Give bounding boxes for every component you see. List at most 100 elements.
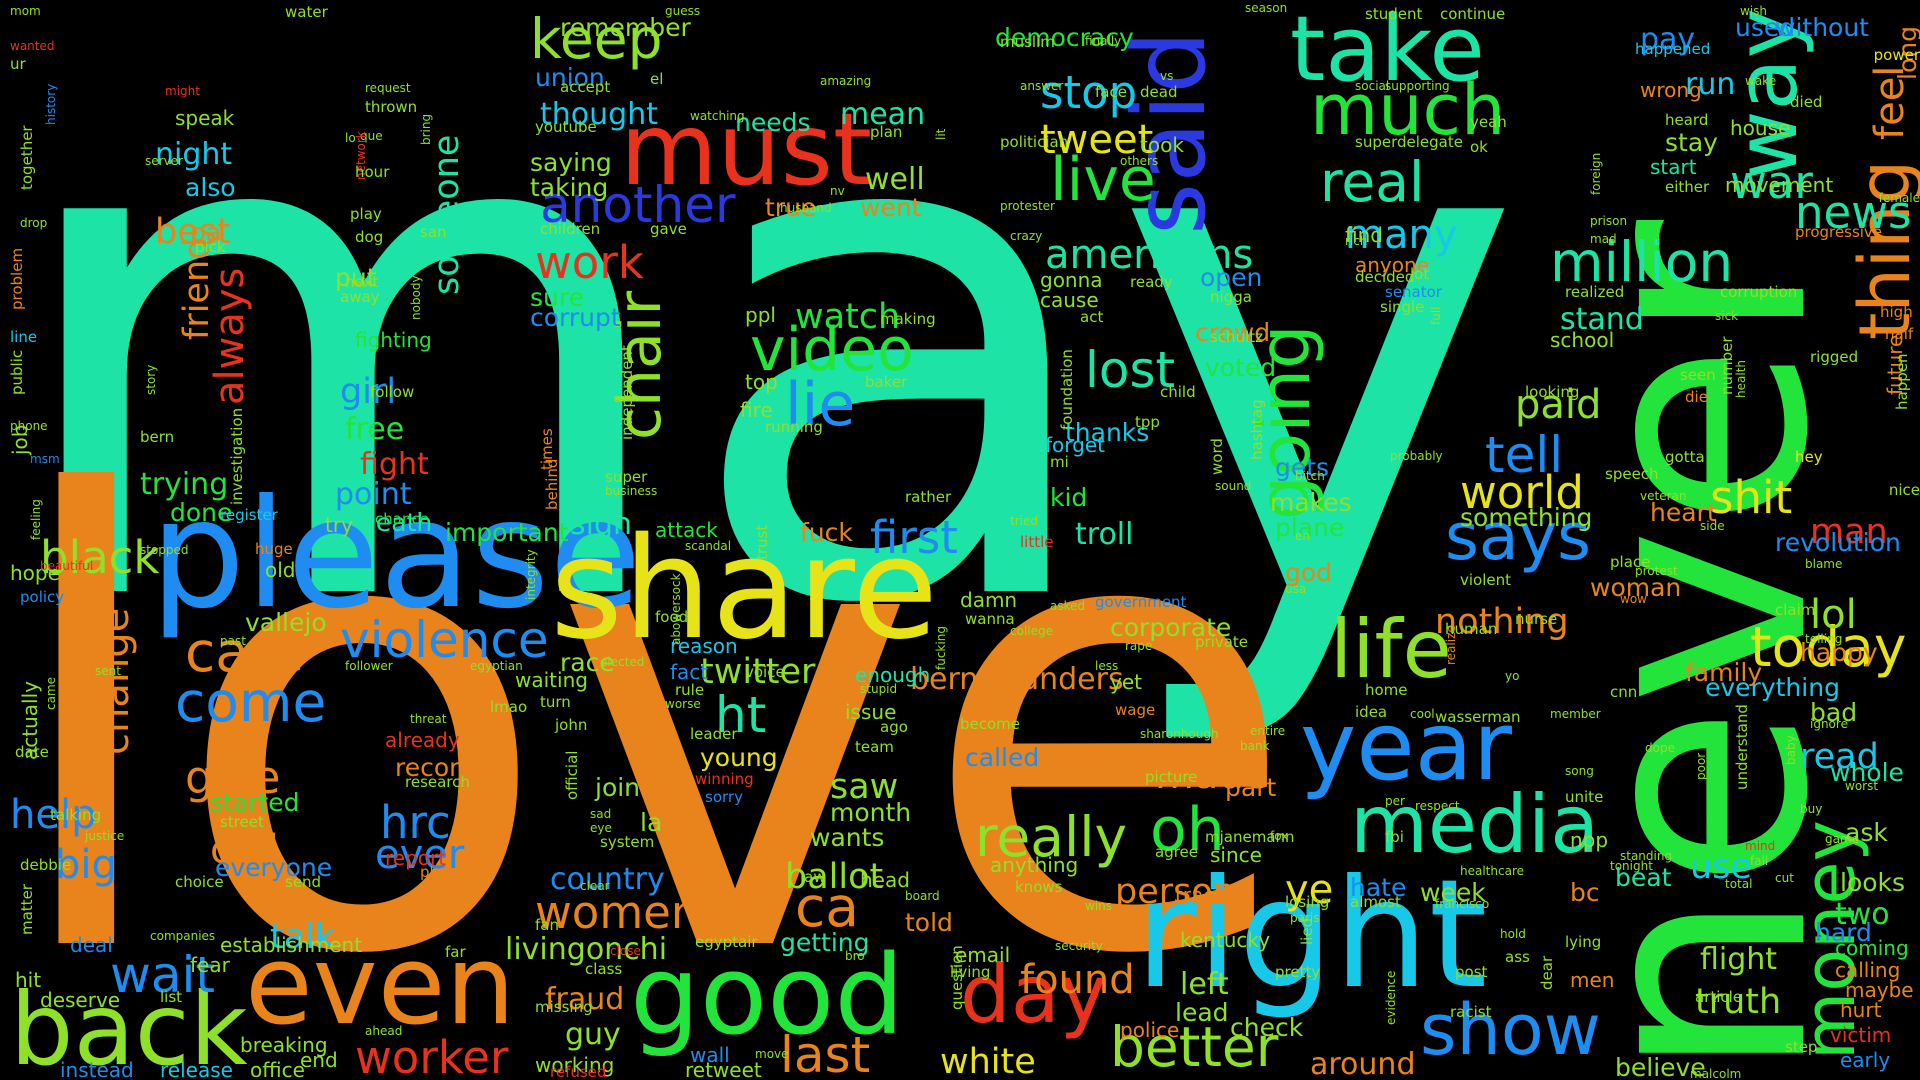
word-speak: speak bbox=[175, 106, 235, 130]
word-stay: stay bbox=[1665, 128, 1718, 157]
word-rule: rule bbox=[675, 681, 705, 699]
word-feeling: feeling bbox=[29, 499, 43, 540]
word-ur: ur bbox=[10, 55, 26, 73]
word-member: member bbox=[1550, 707, 1601, 721]
word-water: water bbox=[285, 3, 328, 21]
word-flight: flight bbox=[1700, 942, 1778, 977]
word-ye: ye bbox=[1285, 867, 1334, 913]
word-understand: understand bbox=[1733, 704, 1751, 790]
word-move: move bbox=[755, 1047, 789, 1061]
word-matter: matter bbox=[18, 884, 36, 935]
word-bad: bad bbox=[1810, 698, 1858, 727]
word-paris: paris bbox=[1290, 911, 1320, 925]
word-part: part bbox=[1225, 773, 1277, 802]
word-around: around bbox=[1310, 1047, 1416, 1080]
word-dear: dear bbox=[1538, 955, 1556, 990]
word-class: class bbox=[585, 960, 623, 978]
word-food: food bbox=[655, 608, 689, 626]
word-public: public bbox=[8, 349, 26, 395]
word-elected: elected bbox=[600, 655, 645, 669]
word-answer: answer bbox=[1020, 79, 1064, 93]
word-yet: yet bbox=[1110, 670, 1142, 694]
word-watching: watching bbox=[690, 109, 745, 123]
word-really: really bbox=[975, 805, 1128, 869]
word-point: point bbox=[335, 477, 412, 512]
word-deal: deal bbox=[70, 933, 113, 957]
word-looks: looks bbox=[1840, 868, 1906, 897]
word-black: black bbox=[40, 531, 160, 584]
word-super: super bbox=[605, 468, 648, 486]
word-hope: hope bbox=[10, 561, 60, 585]
word-police: police bbox=[1120, 1018, 1180, 1042]
word-side: side bbox=[1700, 519, 1725, 533]
word-unite: unite bbox=[1565, 788, 1604, 806]
word-finally: finally bbox=[1085, 34, 1122, 48]
word-decided: decided bbox=[1355, 268, 1415, 286]
word-official: official bbox=[563, 750, 581, 800]
word-berniesanders: berniesanders bbox=[910, 662, 1124, 697]
word-worst: worst bbox=[1845, 779, 1879, 793]
word-student: student bbox=[1365, 5, 1423, 23]
word-tweet: tweet bbox=[1040, 117, 1154, 163]
word-abowersock: abowersock bbox=[669, 573, 683, 645]
word-half: half bbox=[1885, 325, 1914, 343]
word-clear: clear bbox=[580, 879, 610, 893]
word-month: month bbox=[830, 798, 912, 827]
word-realized: realized bbox=[1565, 283, 1625, 301]
word-foundation: foundation bbox=[1058, 349, 1076, 430]
word-veteran: veteran bbox=[1640, 489, 1687, 503]
word-end: end bbox=[300, 1048, 338, 1072]
word-give: give bbox=[185, 751, 281, 804]
word-mad: mad bbox=[1590, 232, 1617, 246]
word-gave: gave bbox=[650, 220, 687, 238]
word-mean: mean bbox=[840, 97, 926, 132]
word-story: story bbox=[144, 364, 158, 395]
word-team: team bbox=[855, 738, 894, 756]
word-pay: pay bbox=[1640, 22, 1696, 57]
word-hold: hold bbox=[1500, 927, 1526, 941]
word-free: free bbox=[345, 412, 405, 447]
word-guy: guy bbox=[565, 1017, 621, 1052]
word-thanks: thanks bbox=[1065, 418, 1150, 447]
word-girl: girl bbox=[340, 372, 397, 412]
word-ass: ass bbox=[1505, 948, 1530, 966]
word-mjanemann: mjanemann bbox=[1205, 828, 1295, 846]
word-wait: wait bbox=[110, 946, 216, 1004]
word-foreign: foreign bbox=[1589, 152, 1603, 195]
word-fox: fox bbox=[1270, 829, 1289, 843]
word-picture: picture bbox=[1145, 768, 1198, 786]
word-superdelegate: superdelegate bbox=[1355, 133, 1463, 151]
word-season: season bbox=[1245, 1, 1288, 15]
word-trying: trying bbox=[140, 467, 229, 502]
word-dope: dope bbox=[1645, 741, 1675, 755]
word-early: early bbox=[1840, 1048, 1891, 1072]
word-getting: getting bbox=[780, 928, 870, 957]
word-waiting: waiting bbox=[515, 668, 588, 692]
word-issue: issue bbox=[845, 700, 897, 724]
word-less: less bbox=[1095, 659, 1119, 673]
word-start: start bbox=[1650, 155, 1697, 179]
word-rich: rich bbox=[1345, 234, 1368, 248]
word-even: even bbox=[245, 921, 516, 1049]
word-que: que bbox=[360, 129, 383, 143]
word-thrown: thrown bbox=[365, 98, 418, 116]
word-missing: missing bbox=[535, 998, 593, 1016]
word-vs: vs bbox=[1160, 69, 1174, 83]
word-asked: asked bbox=[1050, 599, 1086, 613]
word-gets: gets bbox=[1275, 453, 1330, 482]
word-fight: fight bbox=[360, 447, 429, 482]
word-taking: taking bbox=[530, 173, 609, 202]
word-play: play bbox=[350, 205, 382, 223]
word-anyone: anyone bbox=[1355, 253, 1429, 277]
word-kentucky: kentucky bbox=[1180, 928, 1271, 952]
word-young: young bbox=[700, 743, 778, 772]
word-poor: poor bbox=[1694, 752, 1708, 780]
word-line: line bbox=[10, 328, 38, 346]
word-woman: woman bbox=[1590, 573, 1682, 602]
word-nothing: nothing bbox=[1435, 602, 1569, 642]
word-baby: baby bbox=[1784, 735, 1798, 765]
word-everything: everything bbox=[1705, 673, 1840, 702]
word-god: god bbox=[1285, 558, 1333, 587]
word-bitch: bitch bbox=[1295, 469, 1325, 483]
word-bank: bank bbox=[1240, 739, 1270, 753]
